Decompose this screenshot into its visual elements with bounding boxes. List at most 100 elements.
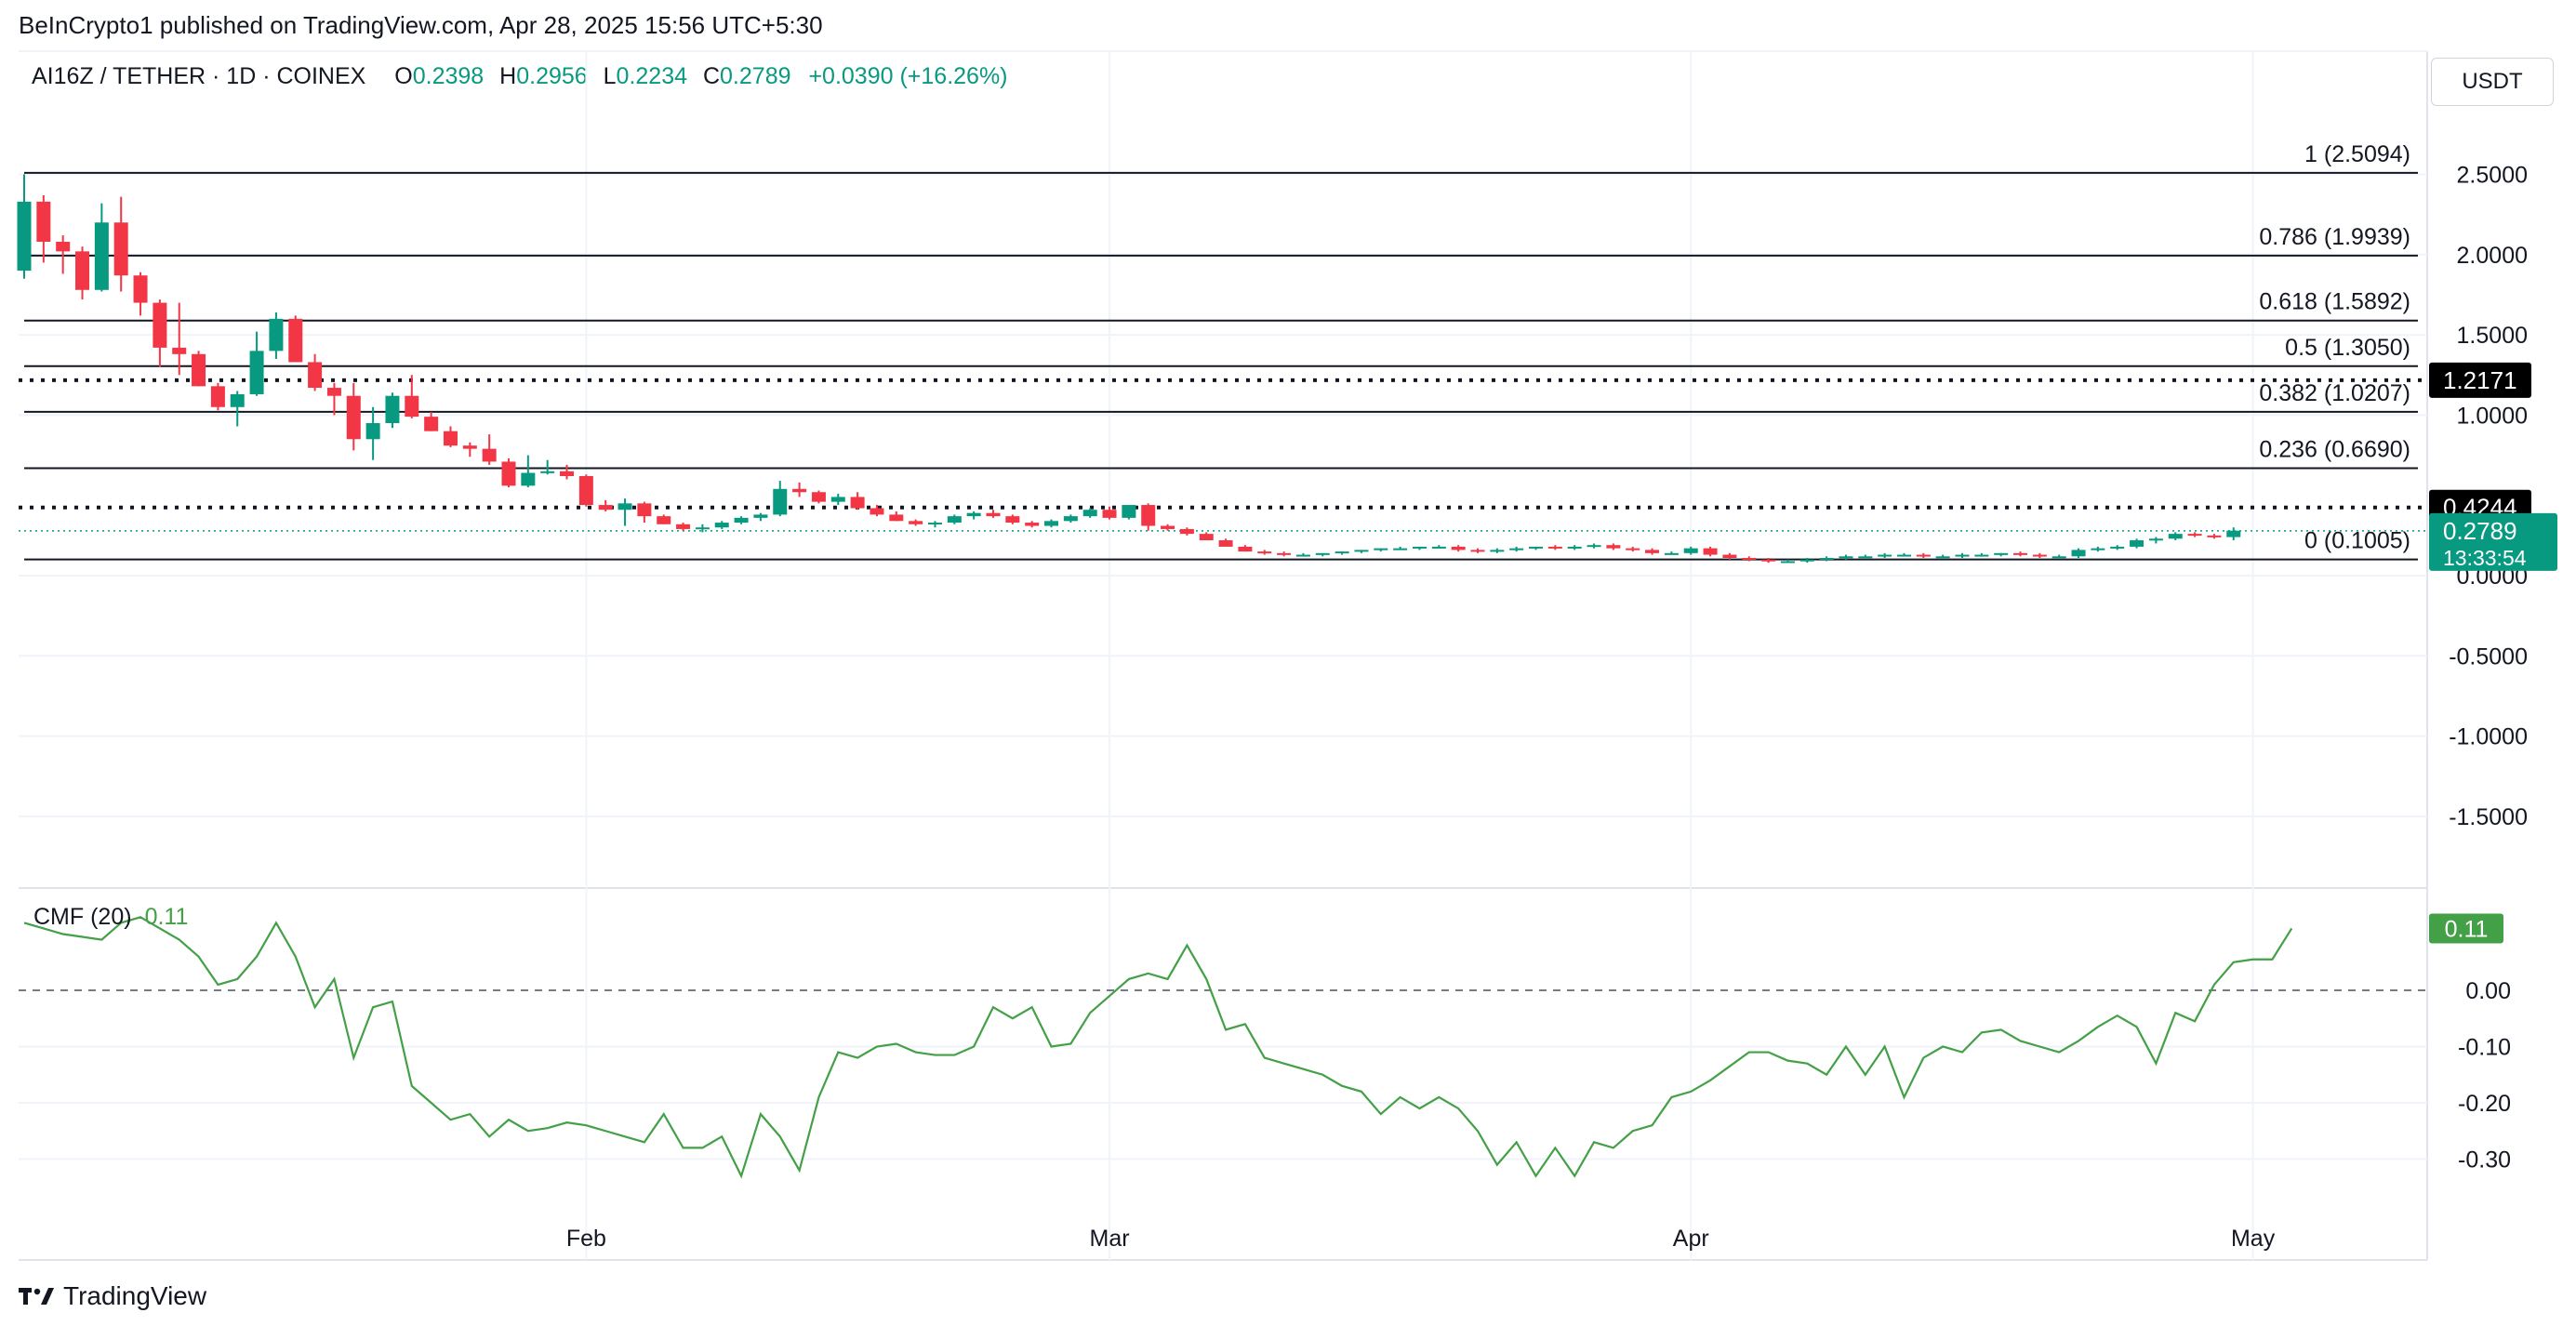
candle-body <box>947 516 962 524</box>
candle-body <box>1295 554 1310 557</box>
candle-body <box>1799 559 1814 562</box>
candle-body <box>1122 505 1136 518</box>
open-key: O <box>394 63 413 89</box>
candle-body <box>2013 552 2028 555</box>
candle-body <box>2207 535 2222 537</box>
candle-body <box>792 488 807 493</box>
candle-body <box>501 461 516 486</box>
cmf-value-badge <box>2429 913 2503 944</box>
candle-body <box>1567 546 1582 549</box>
currency-button[interactable]: USDT <box>2431 58 2554 106</box>
candle-body <box>1102 510 1117 518</box>
candle-body <box>308 362 323 389</box>
candle-body <box>1082 510 1097 517</box>
candle-body <box>1878 554 1892 557</box>
candle-body <box>2130 540 2144 547</box>
high-value: 0.2956 <box>516 63 588 89</box>
time-tick-label: May <box>2231 1226 2276 1252</box>
cmf-value-badge-label: 0.11 <box>2445 916 2489 942</box>
price-tick-label: 2.5000 <box>2457 163 2528 189</box>
candle-body <box>909 521 923 524</box>
candle-body <box>113 222 128 276</box>
candle-body <box>1722 554 1737 559</box>
candle-body <box>753 514 768 518</box>
candle-body <box>1529 546 1544 549</box>
cmf-title: CMF (20) <box>33 904 132 930</box>
candle-body <box>1606 545 1621 549</box>
candle-body <box>288 318 303 363</box>
candle-body <box>830 497 845 502</box>
candle-body <box>1955 554 1970 557</box>
low-key: L <box>603 63 617 89</box>
candle-body <box>1334 551 1349 554</box>
candle-body <box>424 417 439 431</box>
candle-body <box>2187 534 2202 537</box>
low-value: 0.2234 <box>616 63 688 89</box>
candle-body <box>56 241 71 252</box>
candle-body <box>1451 546 1466 550</box>
candle-body <box>1161 525 1175 529</box>
candle-body <box>210 386 225 407</box>
candle-body <box>560 471 575 476</box>
bar-countdown-label: 13:33:54 <box>2443 546 2527 570</box>
price-axis: 2.5000 2.0000 1.5000 1.0000 0.0000 -0.5000 -1.… <box>2449 163 2528 830</box>
candle-body <box>1916 554 1931 557</box>
level-badge-label: 1.2171 <box>2443 366 2517 394</box>
brand: TradingView <box>19 1281 206 1311</box>
candle-body <box>1839 556 1853 559</box>
fib-label: 0.5 (1.3050) <box>2285 335 2410 361</box>
candle-body <box>230 393 245 407</box>
candle-body <box>2091 548 2105 550</box>
candle-body <box>1025 523 1040 526</box>
candle-body <box>617 503 632 511</box>
cmf-tick-label: -0.20 <box>2458 1091 2511 1117</box>
candle-body <box>714 523 729 528</box>
close-value: 0.2789 <box>720 63 791 89</box>
candle-body <box>1005 516 1020 524</box>
candle-body <box>1974 554 1989 557</box>
candle-body <box>773 488 788 515</box>
candle-body <box>326 388 341 396</box>
candle-body <box>1315 552 1330 555</box>
candle-body <box>94 222 109 290</box>
last-price-badge <box>2429 512 2557 571</box>
candle-body <box>870 508 884 515</box>
fib-label: 1 (2.5094) <box>2304 141 2410 167</box>
publisher-caption: BeInCrypto1 published on TradingView.com… <box>19 11 823 39</box>
change-value: +0.0390 (+16.26%) <box>808 63 1008 89</box>
candle-body <box>405 395 419 418</box>
candle-body <box>1780 561 1795 564</box>
candle-body <box>637 503 652 517</box>
candle-body <box>17 201 32 272</box>
candle-body <box>365 423 380 440</box>
candle-body <box>598 505 613 511</box>
last-price-label: 0.2789 <box>2443 517 2517 545</box>
candle-body <box>1063 516 1078 522</box>
candle-body <box>1664 552 1679 555</box>
level-badge-label: 0.4244 <box>2443 494 2517 522</box>
candle-body <box>1645 550 1660 553</box>
price-tick-label: 2.0000 <box>2457 243 2528 269</box>
candle-body <box>986 512 1001 517</box>
cmf-pane: 0.00 -0.10 -0.20 -0.30 <box>19 916 2511 1179</box>
candle-body <box>269 318 284 351</box>
brand-name: TradingView <box>63 1281 207 1310</box>
candle-body <box>346 395 361 440</box>
candle-body <box>1703 548 1718 555</box>
candle-body <box>540 471 555 473</box>
symbol-name[interactable]: AI16Z / TETHER · 1D · COINEX <box>32 63 366 89</box>
candle-body <box>2168 534 2183 539</box>
candle-body <box>676 524 691 529</box>
candle-body <box>1994 552 2009 555</box>
candle-body <box>734 517 749 524</box>
candle-body <box>2226 530 2241 537</box>
level-badge <box>2429 362 2531 398</box>
candle-body <box>1819 558 1834 561</box>
candle-body <box>1742 558 1757 561</box>
fib-label: 0 (0.1005) <box>2304 528 2410 554</box>
candle-body <box>462 445 477 449</box>
candle-body <box>578 475 593 506</box>
candle-body <box>1509 548 1524 550</box>
